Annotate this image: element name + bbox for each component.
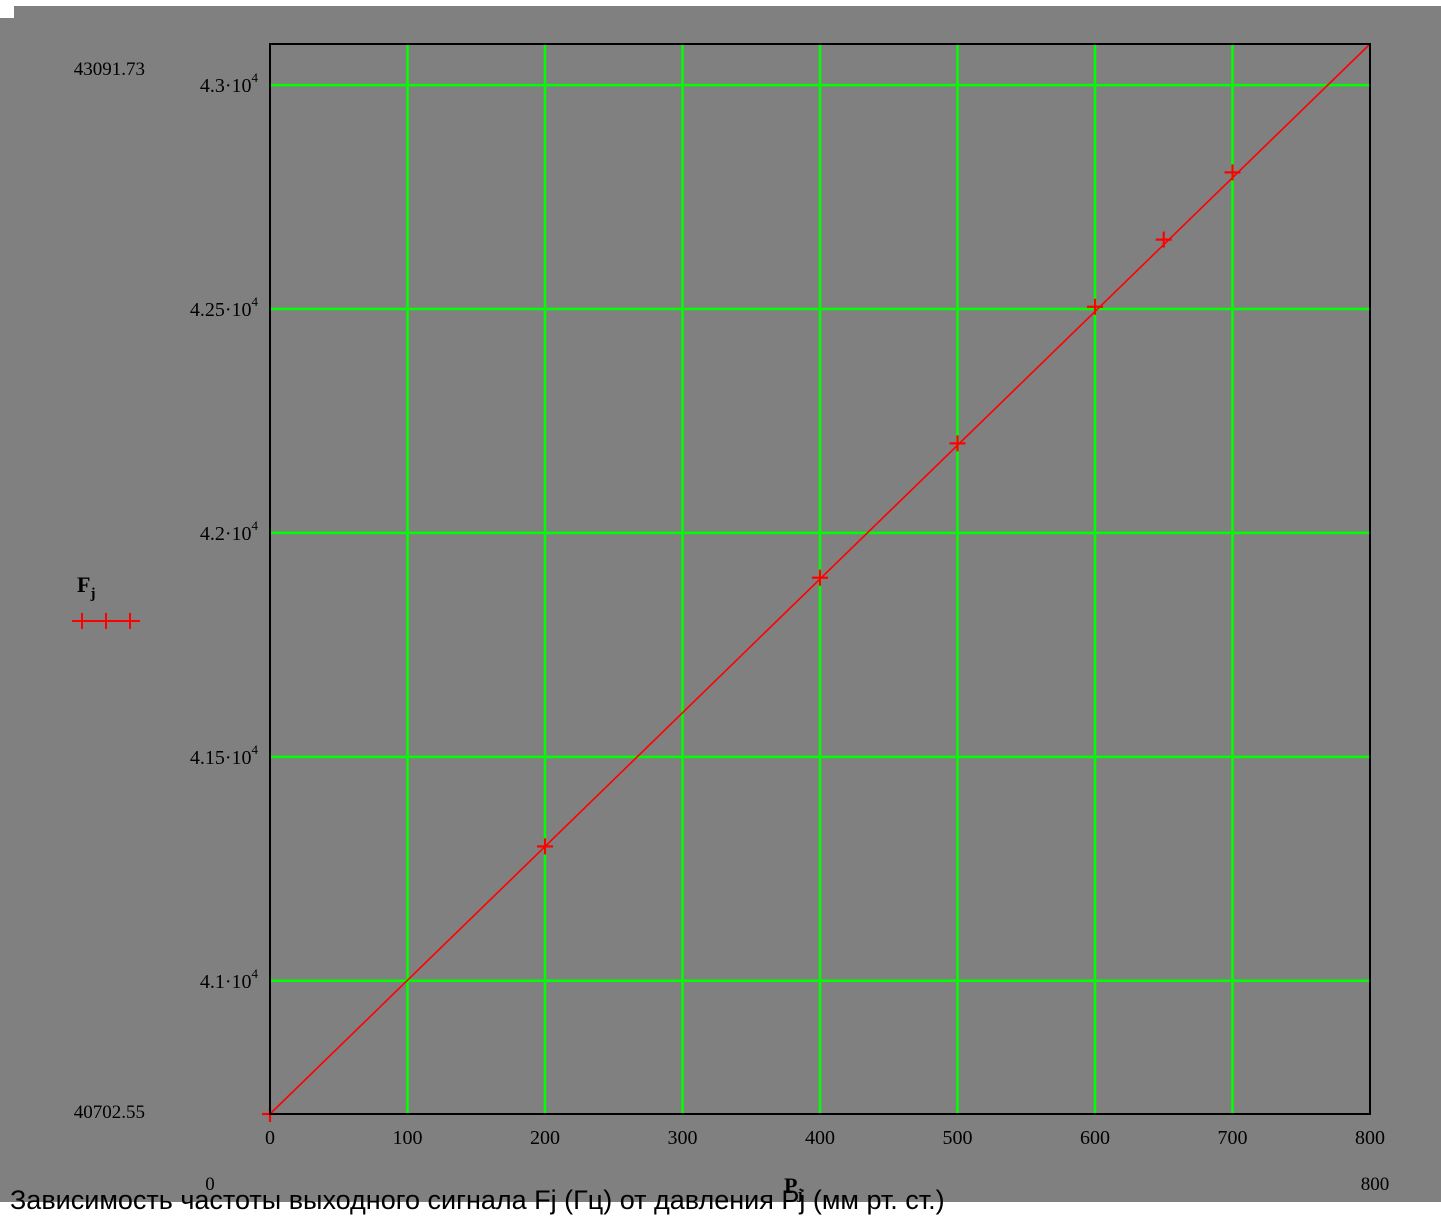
x-axis-max-label: 800 [1361,1174,1390,1195]
y-tick-label: 4.3·104 [200,70,259,97]
x-tick-labels: 0 100 200 300 400 500 600 700 800 [265,1127,1385,1149]
series-layer [262,44,1370,1122]
y-tick-label: 4.2·104 [200,518,259,545]
y-tick-label: 4.15·104 [190,742,259,769]
y-axis-max-label: 43091.73 [74,59,145,80]
y-axis-min-label: 40702.55 [74,1102,145,1123]
data-point [1087,299,1103,315]
chart-caption: Зависимость частоты выходного сигнала Fj… [10,1180,945,1220]
y-tick-labels: 4.1·104 4.15·104 4.2·104 4.25·104 4.3·104 [190,70,259,993]
data-point [950,435,966,451]
x-tick-label: 500 [943,1127,973,1149]
legend-sample [72,613,140,629]
y-axis-label: Fj [77,572,95,602]
y-tick-label: 4.1·104 [200,966,259,993]
y-tick-label: 4.25·104 [190,294,259,321]
data-point [812,570,828,586]
x-tick-label: 800 [1355,1127,1385,1149]
data-point [1156,232,1172,248]
x-tick-label: 200 [530,1127,560,1149]
x-tick-label: 700 [1218,1127,1248,1149]
x-tick-label: 600 [1080,1127,1110,1149]
x-tick-label: 0 [265,1127,275,1149]
y-axis-label-main: F [77,572,90,597]
x-tick-label: 300 [668,1127,698,1149]
x-tick-label: 400 [805,1127,835,1149]
x-tick-label: 100 [393,1127,423,1149]
y-axis-label-sub: j [89,586,95,602]
data-point [1225,164,1241,180]
